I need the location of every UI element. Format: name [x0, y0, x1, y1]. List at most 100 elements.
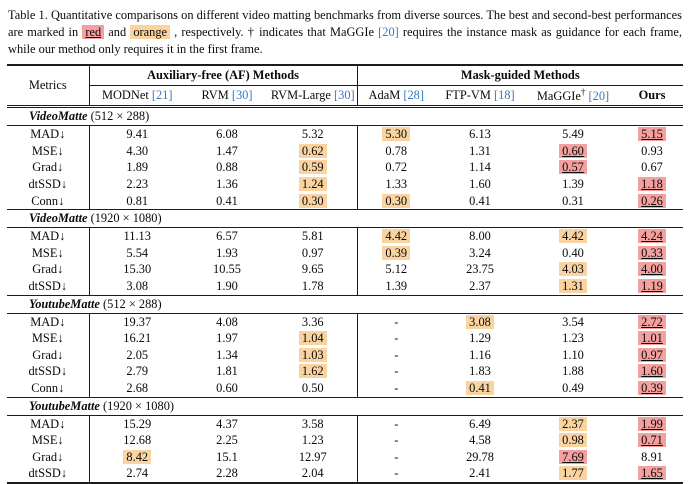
method-header-row: MODNet [21] RVM [30] RVM-Large [30] AdaM…: [7, 85, 684, 109]
citation-link-20[interactable]: [20]: [378, 24, 399, 39]
caption-text-2: and: [104, 24, 131, 39]
value-cell: 2.37: [525, 415, 621, 432]
citation-link-30b[interactable]: [30]: [334, 88, 355, 103]
value-cell: 2.04: [269, 465, 358, 484]
metric-cell: MSE↓: [7, 432, 90, 449]
second-best-value-highlight: 0.30: [298, 193, 327, 208]
second-best-value-highlight: 1.31: [559, 278, 587, 293]
second-best-value-highlight: 5.30: [382, 127, 411, 142]
value-cell: 1.65: [621, 465, 683, 483]
value-cell: 3.58: [269, 415, 358, 433]
value-cell: 1.83: [469, 364, 491, 379]
table-row: MSE↓ 12.68 2.25 1.23 - 4.58 0.98 0.71: [7, 432, 683, 449]
table-row: MAD↓ 9.41 6.08 5.32 5.30 6.13 5.49 5.15: [7, 125, 683, 143]
value-cell: 1.39: [385, 278, 408, 293]
value-cell: 1.29: [469, 331, 491, 346]
caption-text-4: requires the instance mask as guidance f…: [8, 24, 682, 56]
value-cell: -: [394, 380, 399, 395]
second-best-value-highlight: 4.42: [559, 229, 587, 244]
metric-cell: Grad↓: [7, 346, 90, 364]
value-cell: 15.1: [216, 449, 238, 464]
value-cell: 1.36: [216, 176, 238, 191]
value-cell: 0.41: [469, 193, 491, 208]
method-header-ftp-vm: FTP-VM [18]: [435, 85, 526, 109]
metric-cell: Conn↓: [7, 380, 90, 398]
value-cell: 4.03: [525, 262, 621, 279]
benchmark-resolution: (1920 × 1080): [87, 211, 162, 226]
value-cell: 23.75: [466, 262, 494, 277]
value-cell: 1.04: [269, 330, 358, 347]
value-cell: 2.72: [621, 313, 683, 330]
benchmark-name: YoutubeMatte: [29, 398, 100, 413]
value-cell: -: [394, 331, 399, 346]
value-cell: 2.28: [216, 466, 238, 481]
second-best-value-highlight: 0.30: [382, 193, 411, 208]
value-cell: -: [394, 314, 399, 329]
value-cell: 1.23: [562, 331, 584, 346]
best-value-highlight: 5.15: [638, 127, 666, 142]
metric-cell: MAD↓: [7, 227, 90, 245]
best-value-highlight: 0.39: [638, 380, 666, 395]
value-cell: 2.79: [126, 364, 149, 379]
value-cell: 0.30: [269, 192, 358, 210]
section-header-row: VideoMatte (512 × 288): [7, 106, 684, 127]
table-row: MAD↓ 15.29 4.37 3.58 - 6.49 2.37 1.99: [7, 415, 683, 433]
value-cell: 1.14: [469, 160, 491, 175]
table-row: dtSSD↓ 2.74 2.28 2.04 - 2.41 1.77 1.65: [7, 465, 683, 484]
table-row: dtSSD↓ 2.79 1.81 1.62 - 1.83 1.88 1.60: [7, 363, 683, 381]
metric-cell: MAD↓: [7, 415, 90, 433]
value-cell: 0.62: [269, 142, 358, 160]
value-cell: 5.32: [269, 125, 358, 143]
value-cell: 1.03: [269, 346, 358, 364]
value-cell: 4.42: [357, 228, 435, 245]
value-cell: 1.33: [385, 176, 408, 191]
section-header-row: VideoMatte (1920 × 1080): [7, 209, 684, 229]
best-value-highlight: 0.60: [559, 143, 587, 158]
value-cell: 0.71: [621, 432, 683, 449]
value-cell: 1.78: [269, 278, 358, 296]
citation-link-18[interactable]: [18]: [493, 88, 515, 103]
value-cell: 6.49: [469, 416, 491, 431]
value-cell: 2.68: [126, 380, 149, 395]
value-cell: 1.90: [216, 278, 238, 293]
citation-link-28[interactable]: [28]: [403, 88, 424, 103]
second-best-value-highlight: 0.39: [382, 245, 411, 260]
citation-link-30[interactable]: [30]: [231, 88, 253, 103]
value-cell: 0.40: [562, 245, 584, 260]
value-cell: 4.30: [126, 143, 149, 158]
second-best-value-highlight: 0.62: [298, 143, 327, 158]
table-row: Conn↓ 0.81 0.41 0.30 0.30 0.41 0.31 0.26: [7, 192, 683, 210]
citation-link-21[interactable]: [21]: [151, 88, 173, 103]
section-header-row: YoutubeMatte (512 × 288): [7, 294, 684, 314]
second-best-value-highlight: 2.37: [559, 416, 587, 431]
value-cell: 8.00: [469, 229, 491, 244]
second-best-value-highlight: 0.59: [298, 160, 327, 175]
value-cell: 5.49: [562, 127, 584, 142]
metric-cell: dtSSD↓: [7, 465, 90, 484]
value-cell: 2.41: [469, 466, 491, 481]
value-cell: 29.78: [466, 449, 494, 464]
table-body: VideoMatte (512 × 288) MAD↓ 9.41 6.08 5.32 5.…: [7, 106, 684, 484]
citation-link-20b[interactable]: [20]: [588, 89, 610, 104]
table-header: Metrics Auxiliary-free (AF) Methods Mask…: [7, 65, 684, 109]
group-header-auxiliary-free: Auxiliary-free (AF) Methods: [89, 65, 358, 87]
value-cell: 4.24: [621, 228, 683, 245]
value-cell: -: [394, 449, 399, 464]
value-cell: 3.24: [469, 245, 491, 260]
value-cell: 0.81: [126, 193, 149, 208]
benchmark-name: VideoMatte: [29, 211, 88, 226]
orange-swatch: orange: [130, 24, 171, 39]
value-cell: 11.13: [123, 229, 151, 244]
value-cell: 1.81: [216, 364, 238, 379]
section-title: VideoMatte (512 × 288): [7, 106, 684, 127]
table-row: MSE↓ 4.30 1.47 0.62 0.78 1.31 0.60 0.93: [7, 142, 683, 160]
metric-cell: MAD↓: [7, 125, 90, 143]
value-cell: 0.41: [216, 193, 238, 208]
second-best-value-highlight: 8.42: [123, 449, 152, 464]
value-cell: 5.54: [126, 245, 149, 260]
value-cell: 5.15: [621, 126, 683, 143]
value-cell: 2.23: [126, 176, 149, 191]
value-cell: -: [394, 466, 399, 481]
value-cell: 0.39: [357, 245, 435, 262]
value-cell: 6.57: [216, 229, 238, 244]
